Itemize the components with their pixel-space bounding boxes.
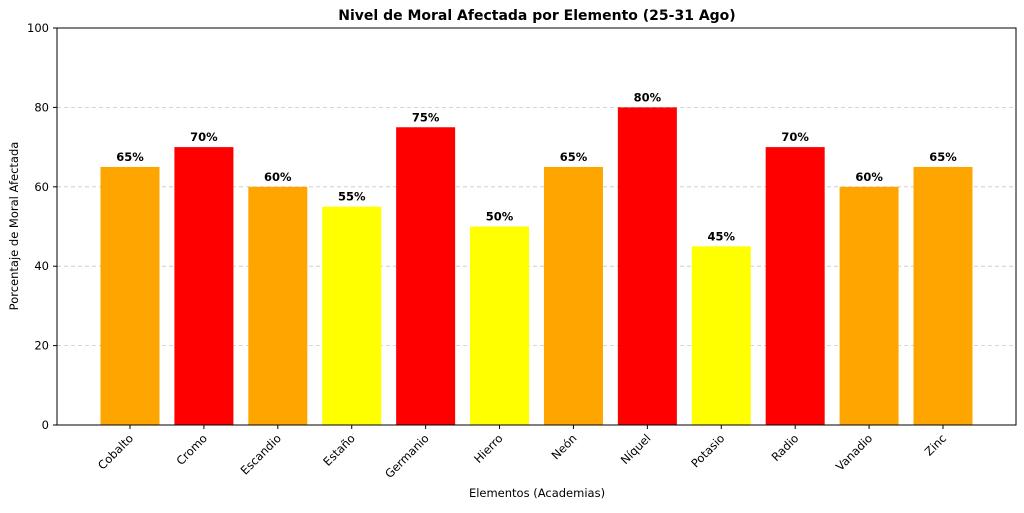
plot-frame: [56, 27, 1017, 426]
data-label: 55%: [338, 190, 366, 204]
bar-1: [174, 147, 234, 425]
bar-4: [396, 127, 456, 425]
data-labels: 65% 70% 60% 55% 75% 50% 65% 80% 45% 70% 60% 65%: [116, 90, 957, 243]
data-label: 65%: [560, 150, 588, 164]
y-tick-label: 100: [27, 21, 49, 35]
bar-5: [470, 226, 530, 425]
bar-10: [839, 186, 899, 425]
x-tick-label: Radio: [769, 431, 802, 464]
x-axis-ticks: Cobalto Cromo Escandio Estaño Germanio Hierro…: [95, 425, 949, 481]
x-tick-label: Germanio: [382, 431, 432, 481]
data-label: 65%: [929, 150, 957, 164]
x-tick-label: Escandio: [238, 431, 284, 477]
bar-11: [913, 166, 973, 425]
bar-0: [100, 166, 160, 425]
data-label: 45%: [708, 229, 736, 243]
bar-3: [322, 206, 382, 425]
data-label: 60%: [264, 170, 292, 184]
data-label: 80%: [634, 90, 662, 104]
y-axis-label: Porcentaje de Moral Afectada: [7, 142, 21, 311]
data-label: 50%: [486, 210, 514, 224]
x-tick-label: Potasio: [688, 431, 727, 470]
x-tick-label: Vanadio: [833, 431, 875, 473]
bars: [100, 107, 973, 426]
x-tick-label: Cobalto: [95, 431, 136, 472]
x-tick-label: Níquel: [618, 431, 654, 467]
bar-7: [617, 107, 677, 426]
bar-8: [691, 246, 751, 425]
x-tick-label: Cromo: [173, 431, 210, 468]
y-axis-ticks: 0 20 40 60 80 100: [27, 21, 57, 432]
data-label: 65%: [116, 150, 144, 164]
x-tick-label: Zinc: [922, 431, 949, 458]
y-tick-label: 40: [34, 259, 49, 273]
y-tick-label: 60: [34, 180, 49, 194]
data-label: 70%: [190, 130, 218, 144]
data-label: 75%: [412, 110, 440, 124]
x-tick-label: Estaño: [320, 431, 358, 469]
bar-6: [543, 166, 603, 425]
y-tick-label: 20: [34, 339, 49, 353]
chart-title: Nivel de Moral Afectada por Elemento (25…: [338, 8, 735, 24]
y-tick-label: 0: [42, 418, 49, 432]
data-label: 60%: [855, 170, 883, 184]
bar-9: [765, 147, 825, 425]
x-tick-label: Neón: [548, 431, 579, 462]
y-tick-label: 80: [34, 100, 49, 114]
x-axis-label: Elementos (Academias): [469, 486, 605, 500]
bar-2: [248, 186, 308, 425]
data-label: 70%: [781, 130, 809, 144]
x-tick-label: Hierro: [471, 431, 506, 466]
